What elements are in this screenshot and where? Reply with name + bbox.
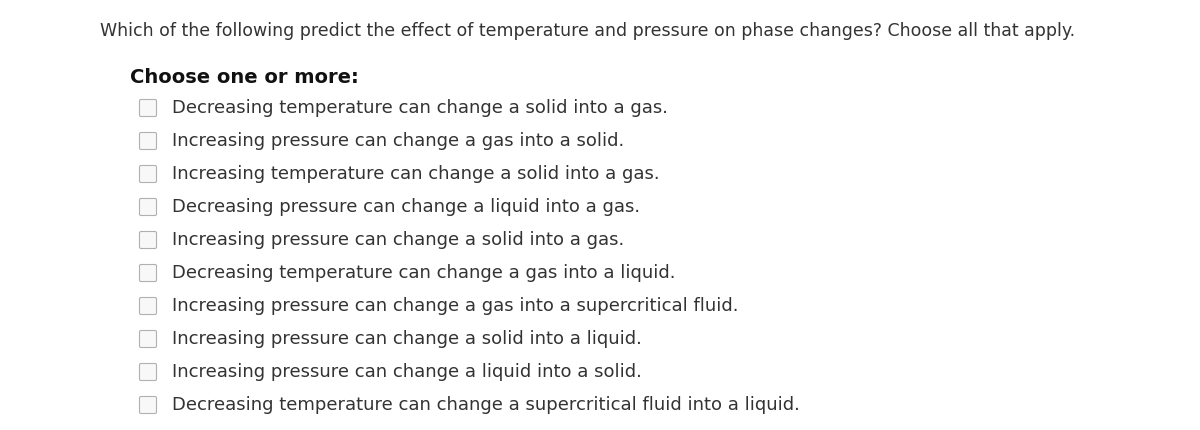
FancyBboxPatch shape xyxy=(139,331,156,347)
FancyBboxPatch shape xyxy=(139,99,156,117)
Text: Decreasing temperature can change a solid into a gas.: Decreasing temperature can change a soli… xyxy=(172,99,668,117)
Text: Increasing temperature can change a solid into a gas.: Increasing temperature can change a soli… xyxy=(172,165,660,183)
Text: Increasing pressure can change a gas into a solid.: Increasing pressure can change a gas int… xyxy=(172,132,624,150)
Text: Increasing pressure can change a solid into a gas.: Increasing pressure can change a solid i… xyxy=(172,231,624,249)
Text: Decreasing temperature can change a supercritical fluid into a liquid.: Decreasing temperature can change a supe… xyxy=(172,396,800,414)
Text: Increasing pressure can change a solid into a liquid.: Increasing pressure can change a solid i… xyxy=(172,330,642,348)
FancyBboxPatch shape xyxy=(139,396,156,414)
Text: Decreasing temperature can change a gas into a liquid.: Decreasing temperature can change a gas … xyxy=(172,264,676,282)
FancyBboxPatch shape xyxy=(139,132,156,150)
FancyBboxPatch shape xyxy=(139,298,156,314)
FancyBboxPatch shape xyxy=(139,166,156,182)
Text: Increasing pressure can change a liquid into a solid.: Increasing pressure can change a liquid … xyxy=(172,363,642,381)
FancyBboxPatch shape xyxy=(139,264,156,282)
Text: Decreasing pressure can change a liquid into a gas.: Decreasing pressure can change a liquid … xyxy=(172,198,640,216)
Text: Increasing pressure can change a gas into a supercritical fluid.: Increasing pressure can change a gas int… xyxy=(172,297,738,315)
Text: Choose one or more:: Choose one or more: xyxy=(130,68,359,87)
FancyBboxPatch shape xyxy=(139,199,156,215)
Text: Which of the following predict the effect of temperature and pressure on phase c: Which of the following predict the effec… xyxy=(100,22,1075,40)
FancyBboxPatch shape xyxy=(139,231,156,249)
FancyBboxPatch shape xyxy=(139,363,156,381)
